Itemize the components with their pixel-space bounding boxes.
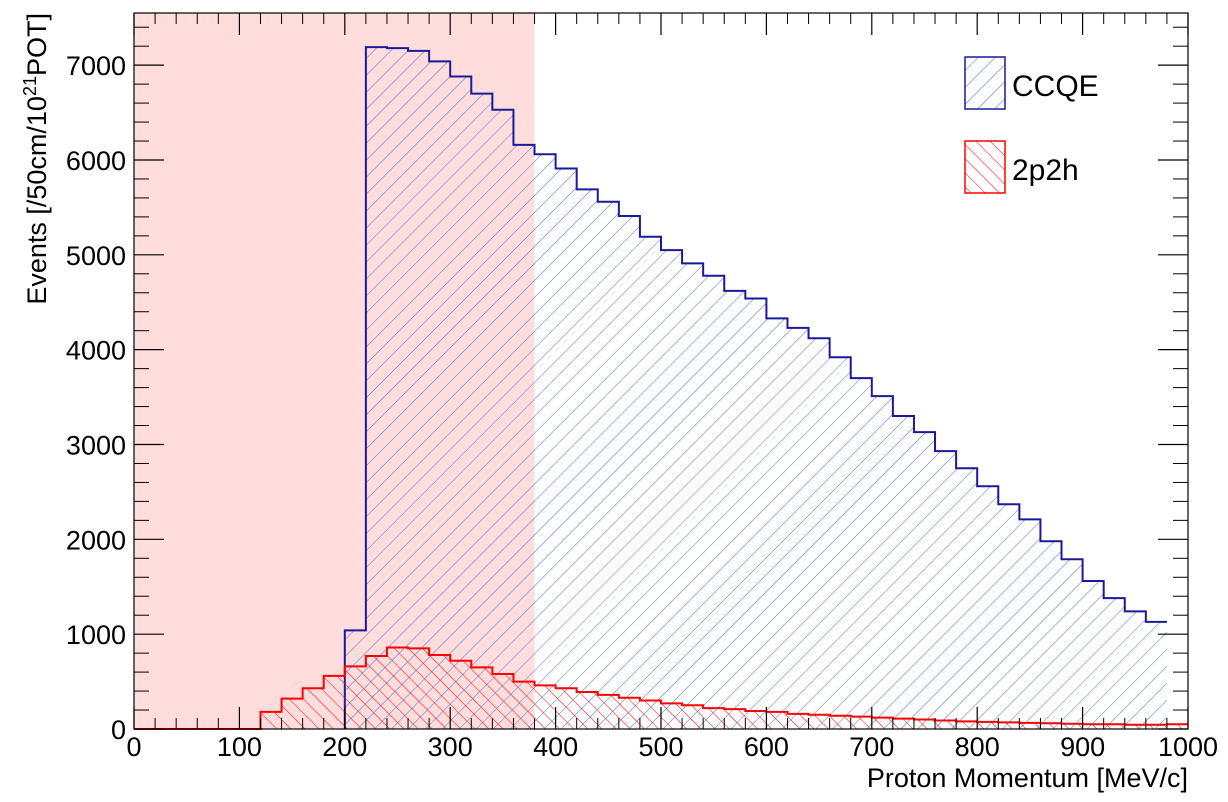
y-tick-label: 3000 — [66, 430, 126, 460]
series-layer — [134, 46, 1188, 730]
series-fill-ccqe — [344, 47, 1167, 730]
x-tick-label: 800 — [955, 732, 1000, 762]
y-axis-title-prefix: Events [/50cm/10 — [22, 96, 52, 305]
y-axis-title: Events [/50cm/1021POT] — [20, 13, 52, 305]
x-tick-label: 600 — [744, 732, 789, 762]
x-tick-label: 0 — [126, 732, 141, 762]
y-tick-label: 0 — [111, 715, 126, 745]
x-tick-label: 1000 — [1158, 732, 1218, 762]
x-tick-label: 100 — [217, 732, 262, 762]
x-tick-label: 700 — [849, 732, 894, 762]
x-tick-label: 900 — [1060, 732, 1105, 762]
y-tick-label: 2000 — [66, 525, 126, 555]
legend-swatch-ccqe — [964, 56, 1006, 110]
x-tick-label: 200 — [322, 732, 367, 762]
y-tick-label: 6000 — [66, 146, 126, 176]
legend-label-ccqe: CCQE — [1012, 70, 1099, 103]
y-tick-label: 7000 — [66, 51, 126, 81]
y-tick-label: 1000 — [66, 620, 126, 650]
series-outline-ccqe — [343, 46, 1167, 729]
y-axis-title-superscript: 21 — [20, 76, 40, 96]
legend: CCQE 2p2h — [964, 56, 1099, 194]
y-tick-label: 5000 — [66, 241, 126, 271]
axis-ticks: 0 100 200 300 400 500 600 700 800 900 1000 0 1000 200… — [66, 13, 1218, 762]
x-tick-label: 500 — [638, 732, 683, 762]
series-fill-2p2h — [134, 647, 1188, 729]
x-tick-label: 300 — [428, 732, 473, 762]
legend-swatch-2p2h — [964, 140, 1006, 194]
x-tick-label: 400 — [533, 732, 578, 762]
x-axis-title: Proton Momentum [MeV/c] — [867, 763, 1188, 793]
y-tick-label: 4000 — [66, 336, 126, 366]
series-ccqe — [343, 46, 1167, 730]
legend-label-2p2h: 2p2h — [1012, 154, 1079, 187]
y-axis-title-suffix: POT] — [22, 13, 52, 76]
